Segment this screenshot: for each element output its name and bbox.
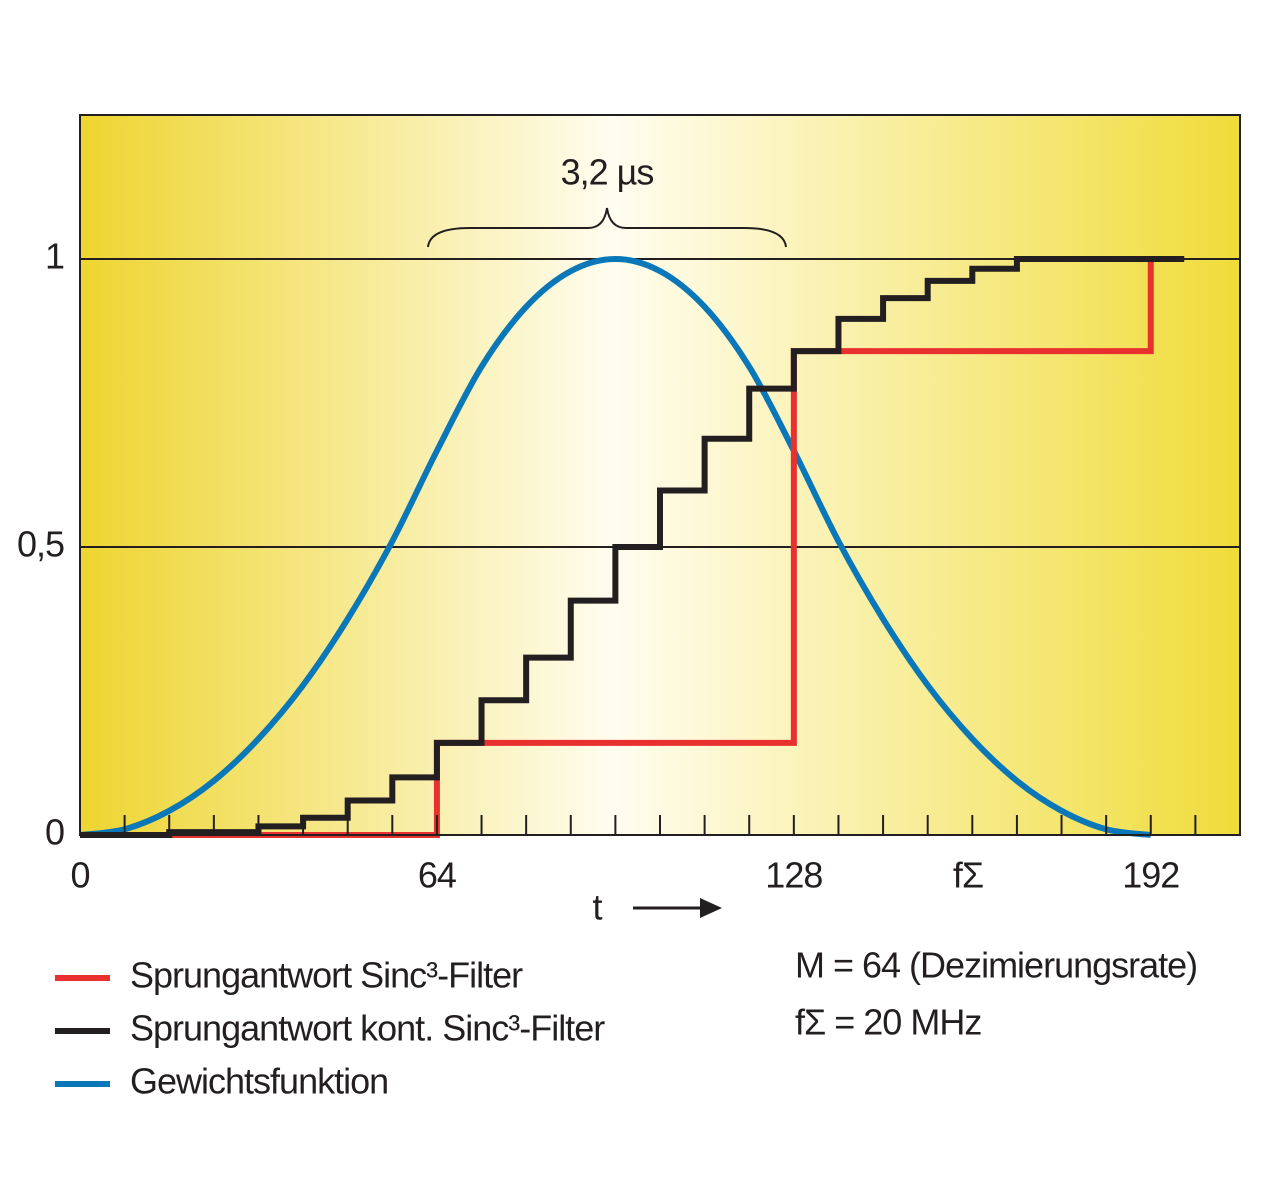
x-unit-label: fΣ [953,855,983,896]
x-tick-label: 64 [418,855,456,896]
y-tick-label: 0,5 [17,524,64,565]
legend-label: Gewichtsfunktion [130,1061,388,1102]
plot-area [79,114,1241,836]
series-line [80,256,1185,838]
x-tick-label: 192 [1122,855,1179,896]
axis-arrow-head [700,898,722,918]
axes: 0 0,5 1 0 64 128 192 [17,236,1240,896]
brace [427,207,787,248]
legend-label: Sprungantwort Sinc³-Filter [130,955,523,996]
note: M = 64 (Dezimierungsrate) [795,945,1197,986]
y-tick-label: 1 [45,236,64,277]
note: fΣ = 20 MHz [795,1002,981,1043]
x-tick-label: 0 [70,855,89,896]
annotation: 3,2 µs [561,152,654,193]
series-line [79,255,1152,838]
x-axis-label: t [592,887,602,928]
legend: Sprungantwort Sinc³-Filter Sprungantwort … [55,955,606,1102]
y-tick-label: 0 [45,812,64,853]
legend-label: Sprungantwort kont. Sinc³-Filter [130,1008,605,1049]
x-tick-label: 128 [765,855,822,896]
